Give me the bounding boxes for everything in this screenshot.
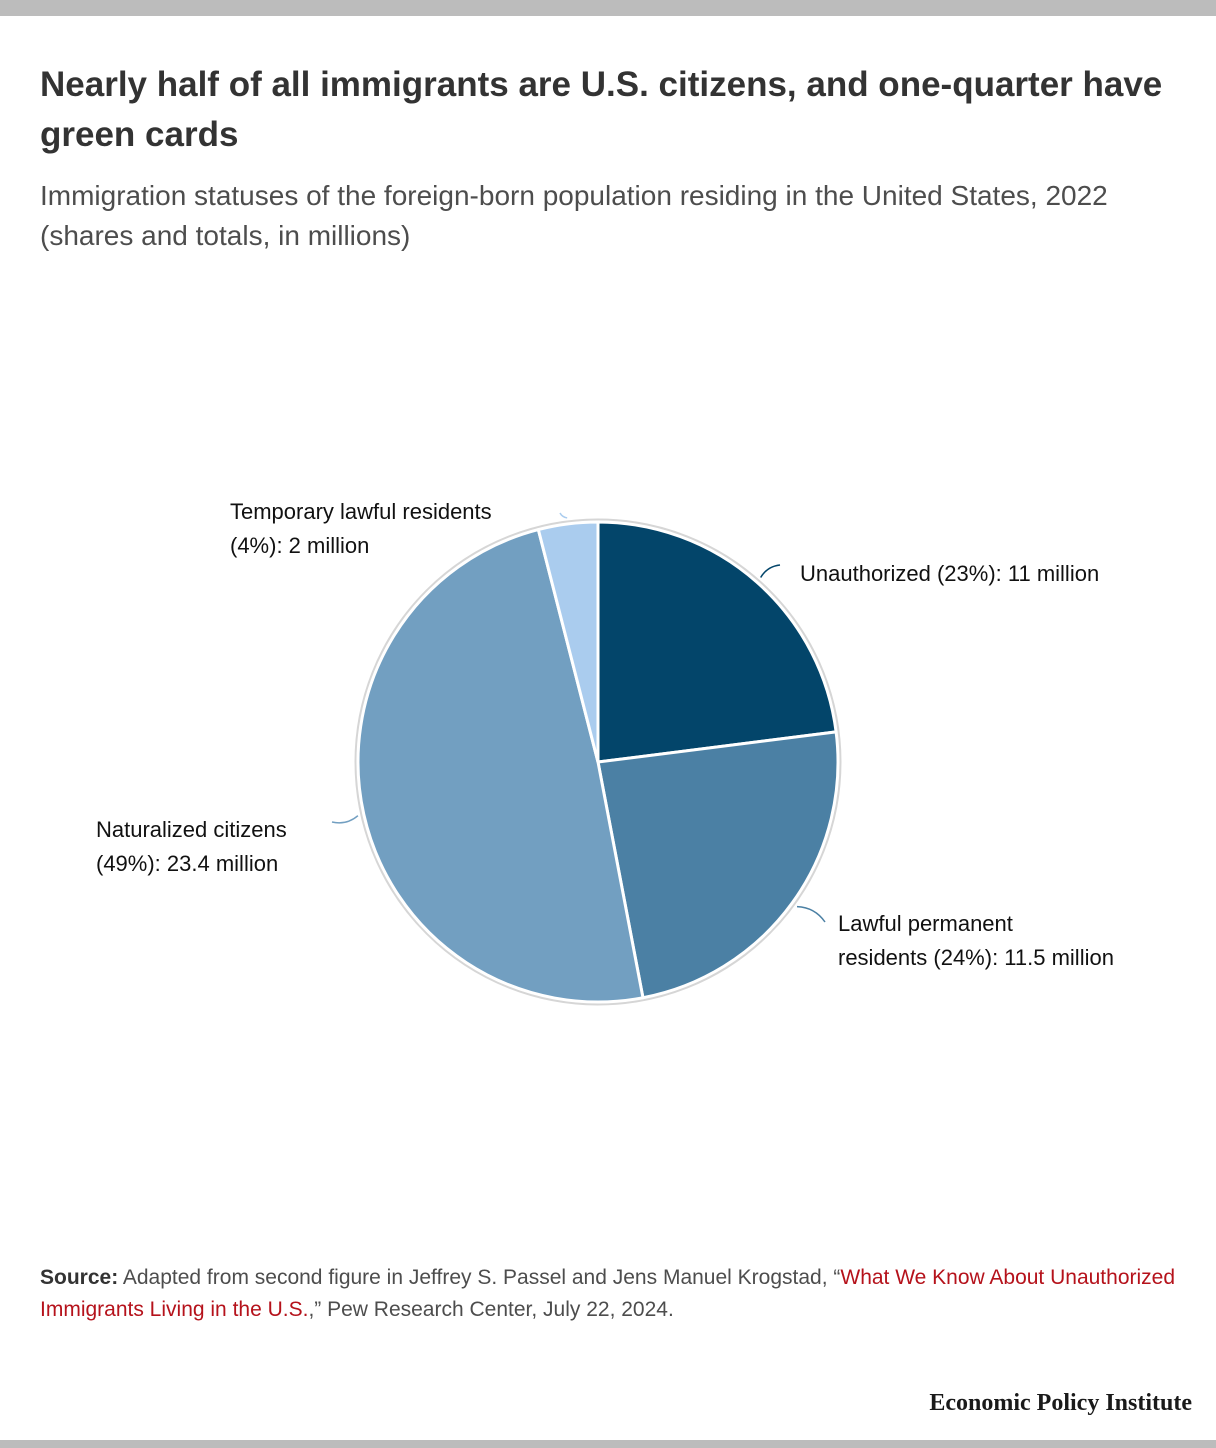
label-temporary: Temporary lawful residents (4%): 2 milli… xyxy=(230,495,492,563)
source-label: Source: xyxy=(40,1266,119,1289)
label-naturalized-line1: Naturalized citizens xyxy=(96,817,287,842)
leader-line-naturalized xyxy=(331,815,359,824)
source-note: Source: Adapted from second figure in Je… xyxy=(40,1262,1180,1326)
top-border xyxy=(0,0,1216,16)
brand-logo: Economic Policy Institute xyxy=(929,1390,1192,1416)
label-lawful-permanent-line2: residents (24%): 11.5 million xyxy=(838,945,1114,970)
label-temporary-line2: (4%): 2 million xyxy=(230,533,370,558)
pie-slice-lawful-permanent xyxy=(596,730,840,1000)
label-naturalized: Naturalized citizens (49%): 23.4 million xyxy=(96,813,287,881)
pie-slice-naturalized xyxy=(356,528,645,1004)
pie-chart xyxy=(331,512,842,1006)
source-link[interactable]: What We Know About Unauthorized Immigran… xyxy=(40,1266,1176,1321)
chart-subtitle: Immigration statuses of the foreign-born… xyxy=(40,180,1108,251)
pie-slice-unauthorized xyxy=(596,520,838,764)
leader-line-lawful-permanent xyxy=(796,905,826,923)
bottom-border xyxy=(0,1440,1216,1448)
label-naturalized-line2: (49%): 23.4 million xyxy=(96,851,279,876)
leader-line-temporary xyxy=(559,512,568,519)
pie-outline xyxy=(354,518,842,1006)
label-unauthorized: Unauthorized (23%): 11 million xyxy=(800,557,1099,591)
source-text-after: ,” Pew Research Center, July 22, 2024. xyxy=(308,1298,674,1321)
chart-title: Nearly half of all immigrants are U.S. c… xyxy=(40,65,1163,154)
label-unauthorized-line1: Unauthorized (23%): 11 million xyxy=(800,561,1100,586)
pie-slice-temporary xyxy=(536,520,600,764)
label-temporary-line1: Temporary lawful residents xyxy=(230,499,492,524)
label-lawful-permanent-line1: Lawful permanent xyxy=(838,911,1013,936)
leader-line-unauthorized xyxy=(760,564,781,578)
label-lawful-permanent: Lawful permanent residents (24%): 11.5 m… xyxy=(838,907,1114,975)
source-text-before: Adapted from second figure in Jeffrey S.… xyxy=(118,1266,841,1289)
